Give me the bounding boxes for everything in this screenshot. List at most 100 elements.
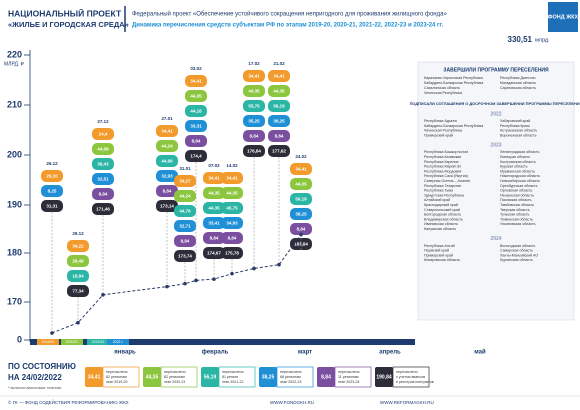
stage-pill [268,70,290,82]
region: Республика Карелия [424,160,459,164]
stage-pill-label: 8,84 [297,227,306,232]
stage-pill-label: 44,24 [161,144,173,149]
total-unit: млрд. [535,37,550,43]
region: Республика Татарстан [424,184,461,188]
stage-pill-label: 45,75 [226,206,238,211]
region: Алтайский край [424,198,450,202]
region: Ульяновская область [500,222,536,226]
point [50,331,54,335]
stage-pill [41,170,63,182]
stage-pill [156,140,178,152]
logo: ФОНД ЖКХ [548,14,579,20]
region: Липецкая область [500,155,530,159]
legend-text: перечислено [338,370,360,374]
region: Курская область [500,165,528,169]
legend-value: 190,84 [376,374,392,380]
stage-pill-label: 34,41 [208,176,220,181]
stage-pill [290,208,312,220]
y-tick-label: 0 [17,334,22,344]
logo-box [548,2,578,32]
stage-pill [268,85,290,97]
period-band [87,339,109,345]
stage-pill-label: 38,43 [97,162,109,167]
stage-pill-label: 44,09 [97,147,109,152]
stage-pill [185,75,207,87]
legend-box [276,366,314,388]
stage-pill [268,115,290,127]
stage-pill [290,223,312,235]
date-label: 17.02 [248,61,260,66]
stage-pill [243,100,265,112]
stage-pill-label: 8,84 [210,236,219,241]
project-name: «ЖИЛЬЕ И ГОРОДСКАЯ СРЕДА» [8,20,129,29]
group-year: 2023 [490,143,501,149]
region: Магаданская область [500,81,536,85]
stage-pill-label: 55,75 [248,104,260,109]
stage-pill-label: 34,22 [72,244,84,249]
period-label: 2019/20 [42,340,55,344]
stage-pill [174,205,196,217]
stage-pill-label: 33,31 [190,124,202,129]
stage-pill [203,217,225,229]
total-pill [156,200,178,212]
period-label: 2022 г. [113,340,124,344]
legend-text: этап 2021-22 [222,380,244,384]
stage-pill [92,143,114,155]
stage-pill [156,125,178,137]
federal: Федеральный проект «Обеспечение устойчив… [132,11,447,18]
value-label: 175,78 [225,251,239,256]
region: Республика Тыва [424,189,453,193]
value-label: 177,62 [272,149,286,154]
legend-box [392,366,430,388]
stage-pill [156,170,178,182]
region: Калужская область [424,227,456,231]
stage-pill-label: 36,25 [273,119,285,124]
stage-pill [203,172,225,184]
stage-pill [203,202,225,214]
stage-pill-label: 44,35 [190,94,202,99]
point [252,266,256,271]
date-label: 03.02 [190,66,202,71]
value-label: 77,34 [72,289,84,294]
value-label: 174,67 [207,251,221,256]
point [277,262,281,267]
date-label: 31.01 [179,166,191,171]
stage-pill [185,135,207,147]
total-pill [290,238,312,250]
legend-text: перечислено [222,370,244,374]
stage-pill-label: 33,41 [208,221,220,226]
date-label: 27.01 [161,116,173,121]
legend-box [334,366,372,388]
y-tick-label: 210 [7,99,22,109]
region: Вологодская область [500,244,536,248]
total-pill [243,145,265,157]
legend-box [102,366,140,388]
y-unit: МЛРД. ₽ [4,61,25,67]
region: Тамбовская область [500,203,534,207]
region: Пермский край [424,249,449,253]
region: Республика Башкортостан [424,150,468,154]
legend-text: перечислено [280,370,302,374]
stage-pill-label: 8,84 [228,236,237,241]
legend-text: 81 регион [222,375,238,379]
region: Республика Калмыкия [424,155,461,159]
region: Белгородская область [424,213,461,217]
stage-pill-label: 44,35 [208,206,220,211]
stage-pill [41,185,63,197]
total-pill [92,203,114,215]
group-year: 2022 [490,111,501,117]
stage-pill [268,130,290,142]
region: Новосибирская область [500,179,540,183]
stage-pill-label: 34,93 [226,221,238,226]
region: Кабардино-Балкарская Республика [424,81,483,85]
point [212,277,216,281]
y-tick-label: 190 [7,199,22,209]
stage-pill-label: 8,25 [48,189,57,194]
stage-pill [174,190,196,202]
stage-pill [268,100,290,112]
region: Кемеровская область [424,258,460,262]
region: Костромская область [500,160,536,164]
region: Тюменская область [500,217,533,221]
stage-pill [185,105,207,117]
stage-pill-label: 34,41 [273,74,285,79]
